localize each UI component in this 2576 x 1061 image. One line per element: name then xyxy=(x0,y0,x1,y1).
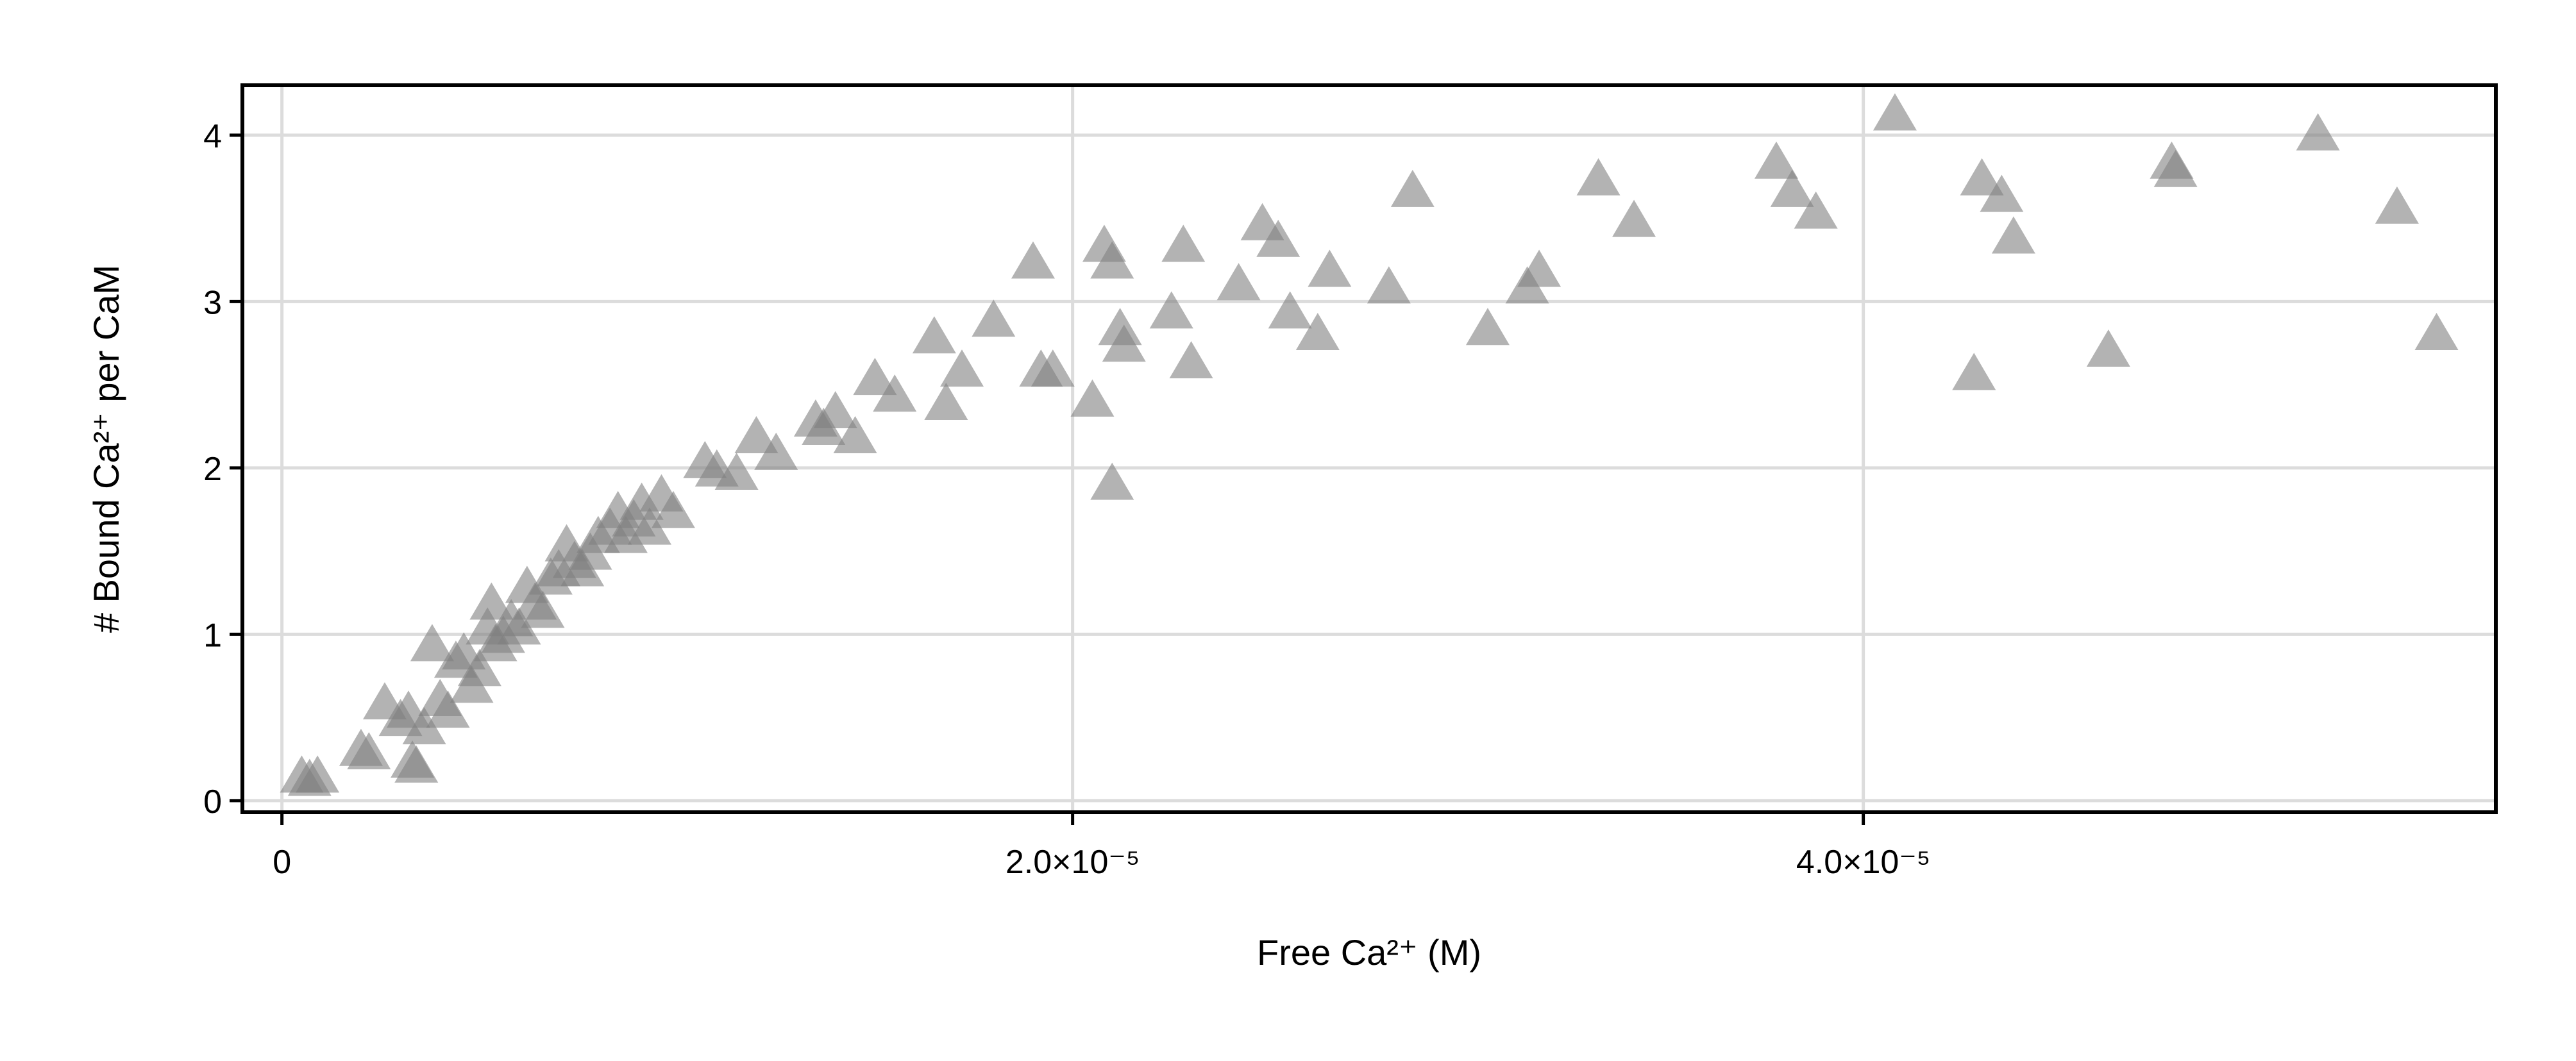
plot-frame xyxy=(240,83,2498,814)
data-point-triangle xyxy=(853,358,897,396)
y-tick-label: 1 xyxy=(203,617,222,654)
data-point-triangle xyxy=(1576,158,1621,196)
data-point-triangle xyxy=(1295,313,1340,351)
data-point-triangle xyxy=(972,299,1016,337)
data-point-triangle xyxy=(1980,174,2024,212)
data-point-triangle xyxy=(1517,249,1562,287)
y-tick-label: 0 xyxy=(203,783,222,821)
data-point-triangle xyxy=(1308,249,1352,287)
data-point-triangle xyxy=(1770,169,1814,207)
x-axis-label: Free Ca²⁺ (M) xyxy=(1257,932,1481,973)
data-point-triangle xyxy=(1216,263,1261,301)
data-point-triangle xyxy=(813,391,857,429)
y-axis-label: # Bound Ca²⁺ per CaM xyxy=(86,265,126,633)
data-point-triangle xyxy=(402,707,446,745)
data-point-triangle xyxy=(2153,149,2198,187)
x-tick-label: 4.0×10⁻⁵ xyxy=(1796,844,1931,881)
data-point-triangle xyxy=(347,731,391,769)
data-point-triangle xyxy=(521,590,565,628)
data-point-triangle xyxy=(2375,186,2419,224)
data-point-triangle xyxy=(1465,308,1510,346)
data-point-triangle xyxy=(1090,462,1134,500)
data-point-triangle xyxy=(1149,291,1193,329)
data-point-triangle xyxy=(1256,219,1301,257)
data-point-triangle xyxy=(1612,199,1656,237)
data-point-triangle xyxy=(410,624,454,662)
data-point-triangle xyxy=(1873,93,1917,131)
data-point-triangle xyxy=(2296,113,2340,151)
data-point-triangle xyxy=(1102,324,1146,362)
data-point-triangle xyxy=(426,690,470,728)
data-point-triangle xyxy=(1960,158,2004,196)
data-point-triangle xyxy=(924,383,968,421)
data-point-triangle xyxy=(2414,313,2459,351)
data-point-triangle xyxy=(1090,241,1134,279)
data-point-triangle xyxy=(1367,266,1411,304)
data-point-triangle xyxy=(469,582,514,620)
data-point-triangle xyxy=(394,745,439,783)
data-point-triangle xyxy=(940,349,984,387)
y-tick-label: 2 xyxy=(203,451,222,488)
data-point-triangle xyxy=(651,490,695,528)
data-point-triangle xyxy=(873,374,917,412)
data-point-triangle xyxy=(497,607,541,645)
grid-layer xyxy=(242,85,2496,812)
data-point-triangle xyxy=(833,415,877,453)
data-point-triangle xyxy=(754,432,798,470)
x-tick-label: 0 xyxy=(273,844,291,881)
ticks-layer: 0 1 2 3 4 0 2.0×10⁻⁵ 4.0×10⁻⁵ xyxy=(203,118,1930,881)
data-point-triangle xyxy=(1794,191,1838,229)
data-point-triangle xyxy=(1390,169,1435,207)
y-tick-label: 3 xyxy=(203,284,222,321)
data-point-triangle xyxy=(296,755,340,793)
data-point-triangle xyxy=(1952,353,1996,390)
data-point-triangle xyxy=(1070,379,1115,417)
data-point-triangle xyxy=(457,649,501,687)
data-point-triangle xyxy=(2086,330,2130,367)
y-tick-label: 4 xyxy=(203,118,222,155)
data-point-triangle xyxy=(714,453,759,490)
x-tick-label: 2.0×10⁻⁵ xyxy=(1006,844,1140,881)
data-point-triangle xyxy=(1011,241,1055,279)
data-point-triangle xyxy=(1031,349,1075,387)
points-layer xyxy=(280,93,2459,796)
data-point-triangle xyxy=(1754,141,1798,179)
data-point-triangle xyxy=(1098,308,1142,346)
data-point-triangle xyxy=(912,316,956,354)
data-point-triangle xyxy=(1991,216,2035,254)
data-point-triangle xyxy=(627,507,671,545)
data-point-triangle xyxy=(734,415,779,453)
data-point-triangle xyxy=(1161,224,1206,262)
data-point-triangle xyxy=(1268,291,1312,329)
data-point-triangle xyxy=(1169,341,1213,379)
